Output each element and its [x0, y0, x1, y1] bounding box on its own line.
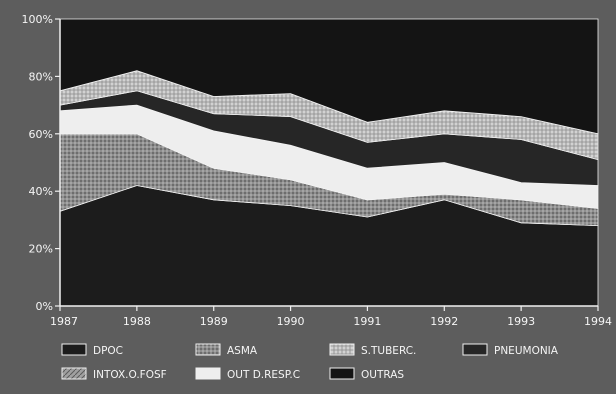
- area-outras: [59, 18, 599, 135]
- legend-swatch-pneu: [462, 343, 488, 356]
- legend-swatch-asma: [195, 343, 221, 356]
- x-tick-label: 1991: [353, 315, 381, 328]
- y-tick-label: 40%: [29, 185, 53, 198]
- x-axis: 1987 1988 1989 1990 1991 1992 1993 1994: [50, 305, 612, 328]
- legend-label-outd: OUT D.RESP.C: [227, 369, 300, 381]
- legend-label-outras: OUTRAS: [361, 369, 404, 381]
- y-tick-label: 60%: [29, 128, 53, 141]
- legend-swatch-outras: [329, 367, 355, 380]
- legend-swatch-intox: [61, 367, 87, 380]
- legend-label-intox: INTOX.O.FOSF: [93, 369, 167, 381]
- legend-label-dpoc: DPOC: [93, 345, 123, 357]
- y-tick-label: 20%: [29, 243, 53, 256]
- x-tick-label: 1988: [123, 315, 151, 328]
- legend-label-stub: S.TUBERC.: [361, 345, 416, 357]
- y-tick-label: 0%: [36, 300, 53, 313]
- x-tick-label: 1989: [200, 315, 228, 328]
- legend-label-asma: ASMA: [227, 345, 258, 357]
- area-series-group: [59, 18, 599, 307]
- x-tick-label: 1992: [430, 315, 458, 328]
- y-tick-label: 100%: [22, 13, 53, 26]
- legend-swatch-dpoc: [61, 343, 87, 356]
- legend-swatch-outd: [195, 367, 221, 380]
- y-tick-label: 80%: [29, 70, 53, 83]
- x-tick-label: 1987: [50, 315, 78, 328]
- legend-label-pneu: PNEUMONIA: [494, 345, 559, 357]
- x-tick-label: 1993: [507, 315, 535, 328]
- legend: DPOC ASMA S.TUBERC. PNEUMONIA INTOX.O.FOSF OU…: [61, 343, 559, 381]
- y-axis: 0% 20% 40% 60% 80% 100%: [22, 13, 61, 313]
- x-tick-label: 1994: [584, 315, 612, 328]
- legend-swatch-stub: [329, 343, 355, 356]
- x-tick-label: 1990: [277, 315, 305, 328]
